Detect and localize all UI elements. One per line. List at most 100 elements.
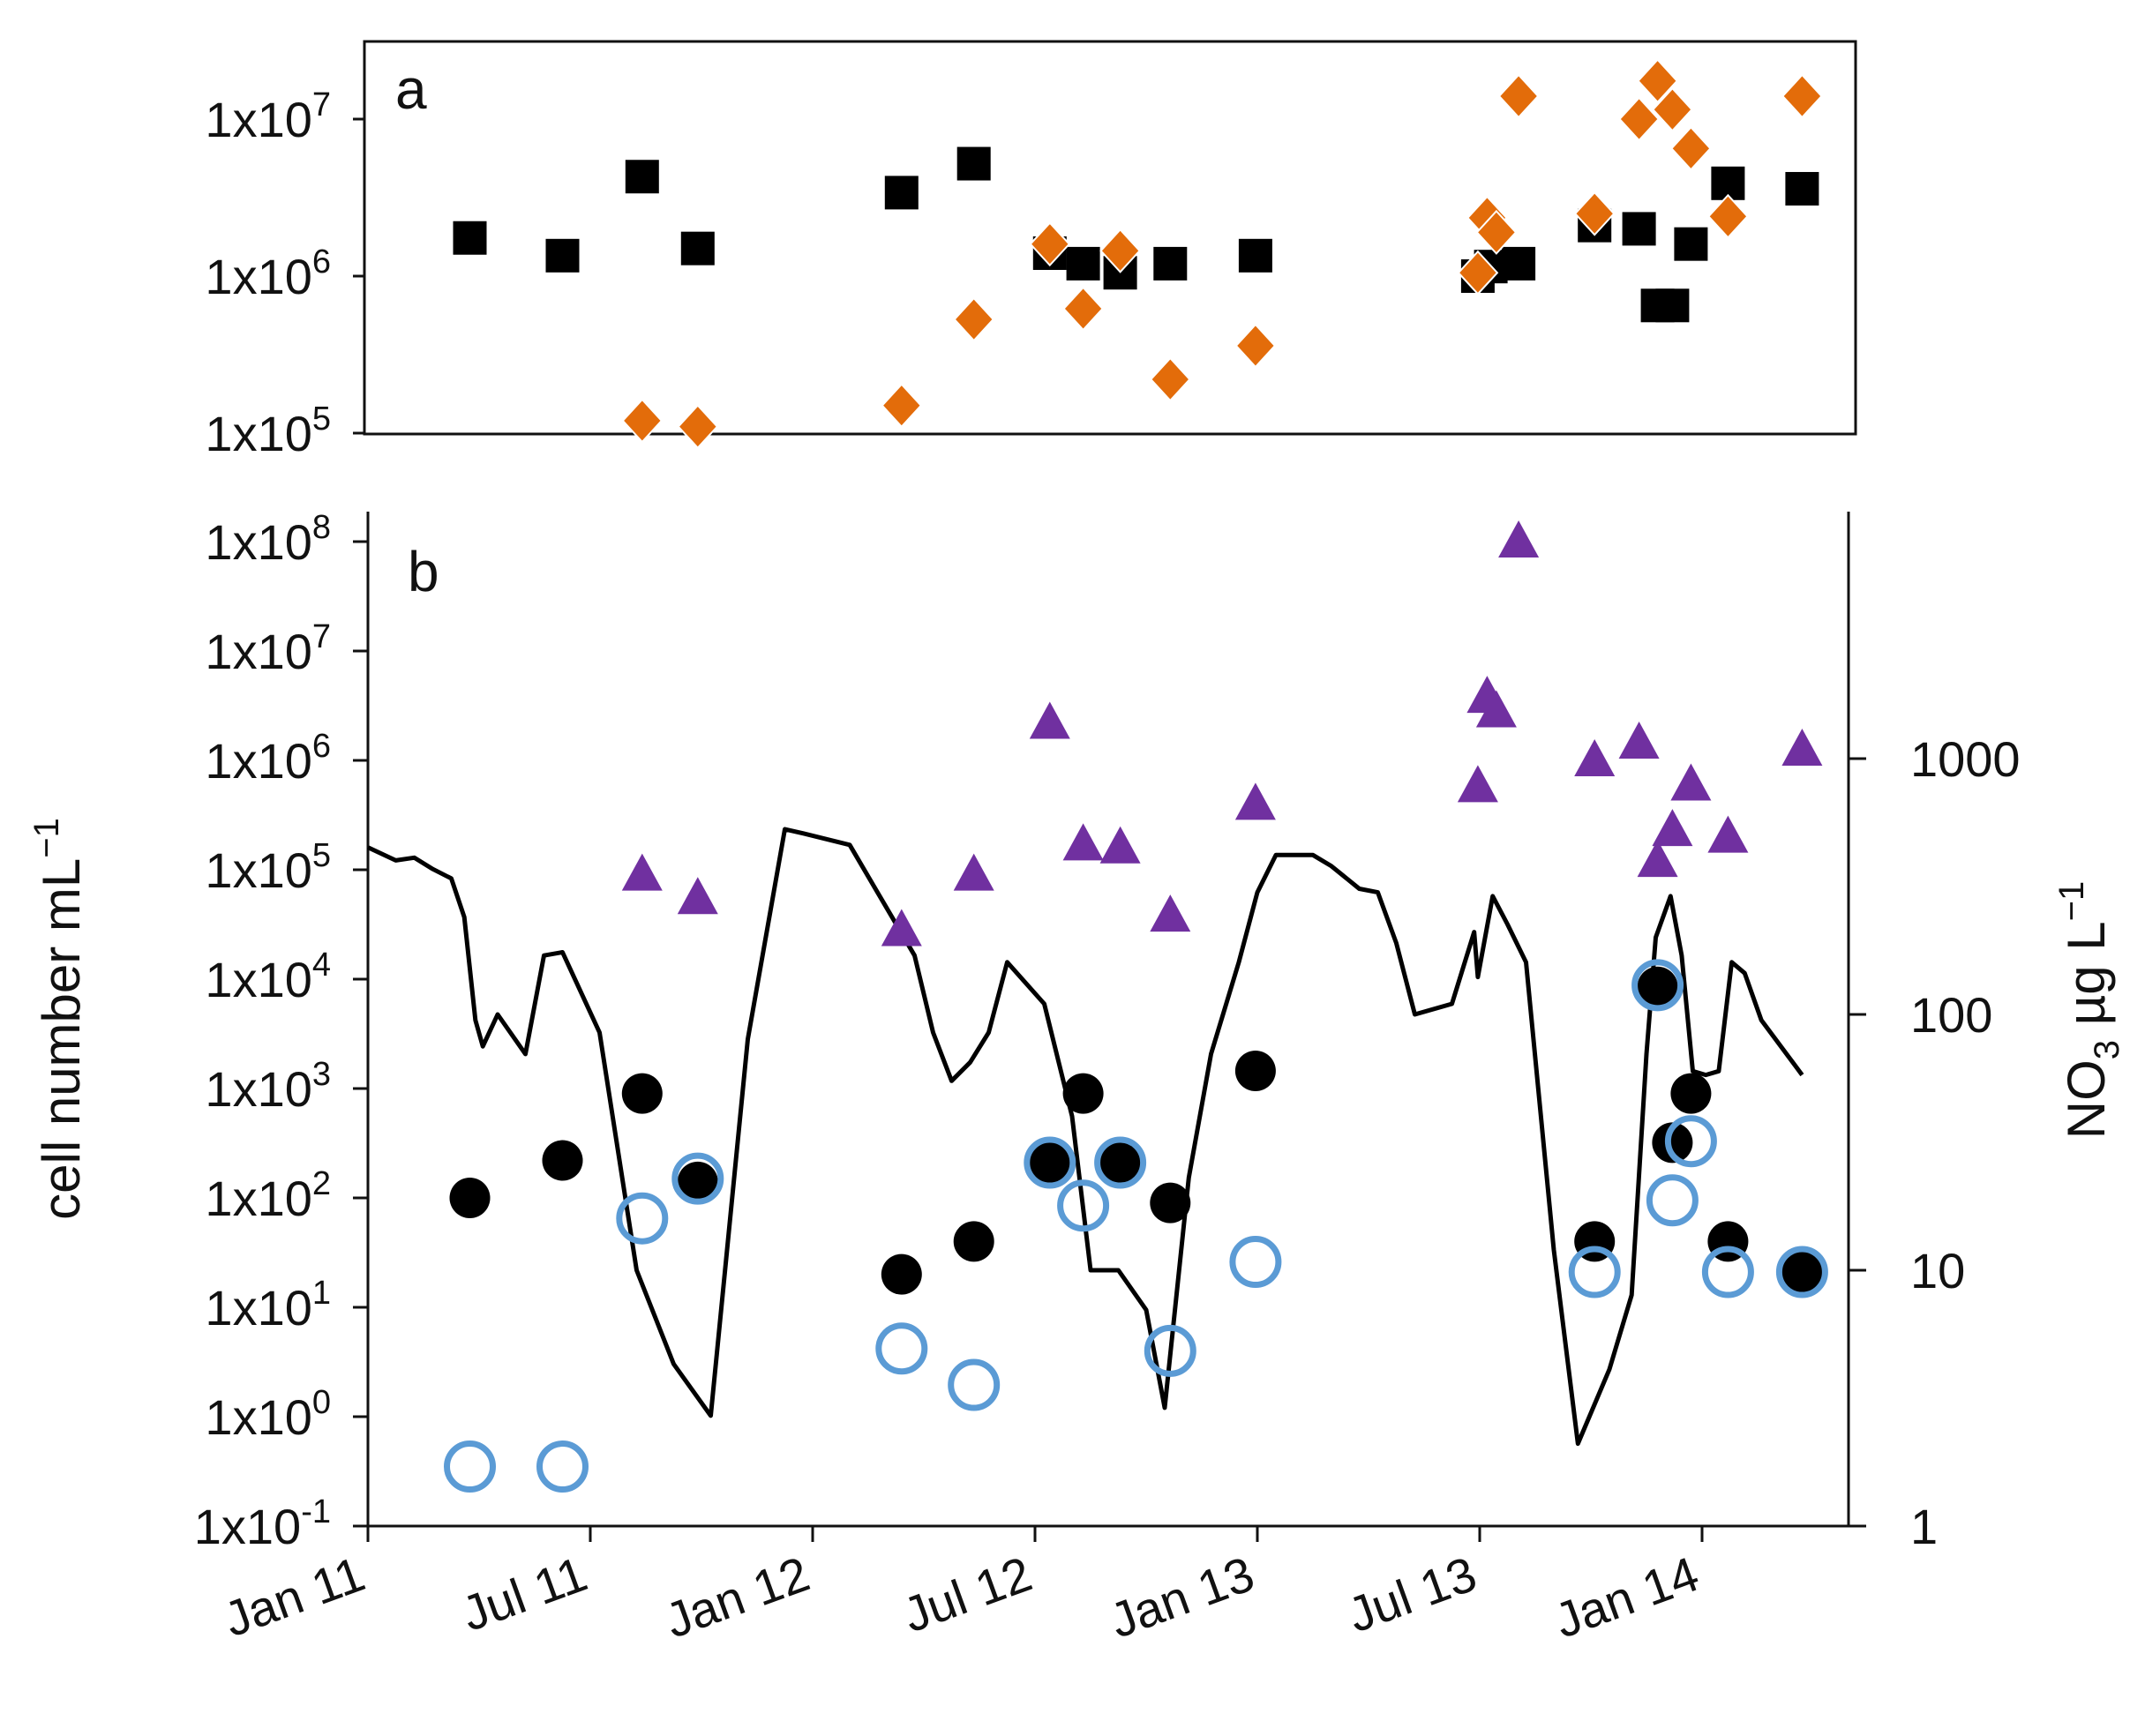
triangle-marker bbox=[1707, 815, 1749, 853]
triangle-marker bbox=[621, 853, 663, 891]
triangle-marker bbox=[1099, 826, 1141, 864]
open-circle-marker bbox=[875, 1322, 928, 1375]
diamond-marker bbox=[1573, 191, 1616, 236]
triangle-marker bbox=[1150, 894, 1191, 932]
y2-tick-label: 10 bbox=[1910, 1243, 1965, 1298]
triangle-marker bbox=[1618, 721, 1660, 759]
circle-marker bbox=[953, 1221, 994, 1262]
circle-marker bbox=[542, 1140, 583, 1181]
triangle-marker bbox=[1062, 823, 1104, 861]
open-circle-marker bbox=[444, 1440, 496, 1493]
circle-marker bbox=[677, 1161, 718, 1202]
square-marker bbox=[884, 176, 919, 210]
diamond-marker bbox=[1497, 73, 1540, 119]
square-marker bbox=[1655, 288, 1690, 323]
diamond-marker bbox=[1234, 323, 1277, 369]
open-circle-marker bbox=[1664, 1115, 1717, 1168]
open-circle-marker bbox=[1568, 1246, 1621, 1298]
circle-marker bbox=[1652, 1122, 1693, 1164]
diamond-marker bbox=[953, 296, 995, 342]
triangle-marker bbox=[1457, 765, 1498, 803]
triangle-marker bbox=[677, 877, 718, 915]
square-marker bbox=[680, 231, 715, 266]
open-circle-marker bbox=[1775, 1246, 1828, 1298]
y-axis-title: cell number mL−1 bbox=[27, 818, 91, 1220]
y-tick-label: 1x10-1 bbox=[194, 1493, 331, 1554]
open-circle-marker bbox=[1631, 959, 1684, 1012]
triangle-marker bbox=[1652, 809, 1693, 847]
diamond-marker bbox=[1457, 250, 1499, 296]
y2-axis-title: NO3 µg L−1 bbox=[2052, 881, 2126, 1140]
panel-b-y2-ticks: 1 10 100 1000 bbox=[1849, 731, 2021, 1554]
square-marker bbox=[1674, 227, 1708, 261]
diamond-marker bbox=[1781, 73, 1823, 119]
panel-a-frame bbox=[363, 40, 1857, 436]
diamond-marker bbox=[1475, 209, 1518, 255]
circle-marker bbox=[1781, 1252, 1823, 1293]
square-marker bbox=[1153, 246, 1188, 281]
panel-a-label: a bbox=[395, 57, 427, 121]
circle-marker bbox=[1099, 1142, 1141, 1184]
circle-marker bbox=[1062, 1073, 1104, 1114]
square-marker bbox=[545, 238, 580, 273]
open-circle-marker bbox=[1144, 1324, 1196, 1377]
y-tick-label: 1x101 bbox=[205, 1275, 331, 1336]
y2-tick-label: 1000 bbox=[1910, 731, 2021, 787]
diamond-marker bbox=[1707, 193, 1749, 239]
triangle-marker bbox=[1781, 728, 1823, 766]
open-circle-marker bbox=[1057, 1179, 1110, 1232]
y-tick-label: 1x106 bbox=[205, 243, 331, 304]
y2-tick-label: 100 bbox=[1910, 987, 1992, 1043]
triangle-marker bbox=[953, 853, 994, 891]
circle-marker bbox=[881, 1253, 922, 1295]
panel-a-y-ticks: 1x105 1x106 1x107 bbox=[205, 86, 364, 461]
diamond-marker bbox=[621, 398, 664, 444]
y-tick-label: 1x104 bbox=[205, 947, 331, 1007]
circle-marker bbox=[1670, 1073, 1712, 1114]
panel-b-y-ticks: 1x10-1 1x100 1x101 1x102 1x103 1x104 1x105 1x10… bbox=[194, 509, 368, 1554]
diamond-marker bbox=[1062, 286, 1104, 332]
panel-b-label: b bbox=[408, 540, 439, 603]
y-tick-label: 1x105 bbox=[205, 837, 331, 898]
square-marker bbox=[956, 146, 991, 181]
y-tick-label: 1x103 bbox=[205, 1056, 331, 1117]
diamond-marker bbox=[1637, 58, 1678, 104]
y-tick-label: 1x106 bbox=[205, 728, 331, 789]
open-circle-marker bbox=[948, 1358, 1001, 1411]
square-marker bbox=[1066, 246, 1100, 281]
triangle-marker bbox=[1574, 739, 1616, 776]
square-marker bbox=[1238, 238, 1272, 273]
y2-tick-label: 1 bbox=[1910, 1499, 1938, 1554]
diamond-marker bbox=[1652, 86, 1693, 132]
open-circle-marker bbox=[1024, 1136, 1076, 1189]
circle-marker bbox=[1029, 1142, 1070, 1184]
open-circle-marker bbox=[1646, 1174, 1699, 1227]
open-circle-marker bbox=[616, 1192, 669, 1245]
open-circle-marker bbox=[671, 1152, 724, 1205]
triangle-marker bbox=[881, 909, 922, 947]
open-circle-marker bbox=[1701, 1246, 1754, 1298]
triangle-marker bbox=[1498, 520, 1540, 557]
triangle-marker bbox=[1475, 690, 1517, 728]
square-marker bbox=[1502, 246, 1536, 281]
diamond-marker bbox=[881, 383, 923, 429]
panel-b-markers bbox=[444, 520, 1828, 1493]
open-circle-marker bbox=[1229, 1236, 1282, 1289]
triangle-marker bbox=[1029, 701, 1070, 739]
y-tick-label: 1x105 bbox=[205, 400, 331, 461]
no3-line-group bbox=[366, 827, 1804, 1447]
panel-a-markers bbox=[453, 58, 1823, 450]
diamond-marker bbox=[1670, 125, 1712, 171]
diamond-marker bbox=[1099, 228, 1141, 273]
square-marker bbox=[1622, 212, 1656, 246]
y-tick-label: 1x108 bbox=[205, 509, 331, 570]
triangle-marker bbox=[1637, 840, 1678, 878]
circle-marker bbox=[621, 1073, 663, 1114]
y-tick-label: 1x100 bbox=[205, 1384, 331, 1445]
diamond-marker bbox=[1029, 221, 1071, 267]
square-marker bbox=[625, 160, 659, 194]
square-marker bbox=[453, 221, 487, 255]
y-tick-label: 1x107 bbox=[205, 618, 331, 679]
triangle-marker bbox=[1234, 782, 1276, 820]
